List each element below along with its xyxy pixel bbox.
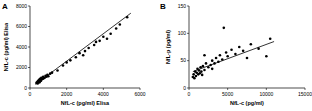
y-tick — [28, 67, 30, 68]
point — [234, 53, 237, 56]
point — [95, 41, 98, 44]
x-tick — [266, 88, 267, 90]
x-tick — [30, 88, 31, 90]
point — [192, 73, 195, 76]
x-tick — [227, 88, 228, 90]
plot-area — [35, 13, 131, 85]
x-tick — [189, 88, 190, 90]
x-tick — [103, 88, 104, 90]
x-tick — [305, 88, 306, 90]
point — [98, 40, 101, 43]
panel: A 0 2000 4000 6000 0 2000 4000 6000 8000 NfL-c (pg… — [2, 2, 146, 106]
y-axis-title: NfL-p (pg/ml) — [165, 30, 171, 64]
point — [200, 70, 203, 73]
point — [201, 74, 204, 77]
fit-line — [36, 13, 131, 84]
x-tick-label: 10000 — [259, 91, 273, 97]
point — [119, 23, 122, 26]
point — [265, 55, 268, 58]
x-tick-label: 2000 — [61, 91, 72, 97]
point — [87, 47, 90, 50]
y-tick-label: 150 — [178, 3, 187, 9]
y-tick-label: 100 — [178, 30, 187, 36]
x-tick-label: 4000 — [98, 91, 109, 97]
x-tick — [140, 88, 141, 90]
y-tick — [187, 88, 189, 89]
point — [215, 57, 218, 60]
y-tick-label: 50 — [180, 57, 186, 63]
point — [202, 65, 205, 68]
x-axis — [30, 88, 140, 89]
point — [193, 77, 196, 80]
y-tick-label: 6000 — [16, 23, 27, 29]
point — [195, 75, 198, 78]
x-axis-title: NfL-c (pg/ml) Elisa — [61, 100, 110, 106]
point — [250, 43, 253, 46]
point — [109, 32, 112, 35]
y-tick — [187, 33, 189, 34]
y-tick-label: 0 — [183, 85, 186, 91]
y-tick — [28, 26, 30, 27]
point — [230, 48, 233, 51]
point — [205, 62, 208, 65]
point — [82, 54, 85, 57]
panel-label: A — [2, 2, 8, 11]
y-tick — [28, 88, 30, 89]
point — [203, 69, 206, 72]
panel: B 0 5000 10000 15000 0 50 100 150 NfL-c (pg/ml) Nf… — [160, 2, 312, 106]
point — [75, 56, 78, 59]
x-axis — [189, 88, 305, 89]
point — [219, 54, 222, 57]
point — [115, 27, 118, 30]
y-tick-label: 8000 — [16, 3, 27, 9]
x-tick-label: 5000 — [222, 91, 233, 97]
fit-line — [193, 42, 274, 72]
y-tick-label: 2000 — [16, 64, 27, 70]
point — [246, 57, 249, 60]
y-tick-label: 4000 — [16, 44, 27, 50]
figure: A 0 2000 4000 6000 0 2000 4000 6000 8000 NfL-c (pg… — [0, 0, 312, 111]
y-tick — [187, 6, 189, 7]
point — [226, 55, 229, 58]
point — [211, 68, 214, 71]
point — [225, 51, 228, 54]
x-tick-label: 15000 — [298, 91, 312, 97]
point — [269, 38, 272, 41]
y-axis-title: NfL-c (pg/ml) Elisa — [3, 22, 9, 71]
point — [211, 59, 214, 62]
point — [223, 27, 226, 30]
x-axis-title: NfL-c (pg/ml) — [230, 100, 264, 106]
point — [84, 50, 87, 53]
x-tick-label: 6000 — [134, 91, 145, 97]
point — [203, 54, 206, 57]
x-tick-label: 0 — [188, 91, 191, 97]
y-tick-label: 0 — [24, 85, 27, 91]
y-tick — [28, 47, 30, 48]
point — [238, 46, 241, 49]
point — [106, 38, 109, 41]
plot-area — [192, 27, 275, 80]
point — [242, 50, 245, 53]
x-tick — [66, 88, 67, 90]
panel-label: B — [160, 2, 166, 11]
point — [56, 69, 59, 72]
point — [102, 35, 105, 38]
y-axis — [189, 6, 190, 88]
y-tick — [187, 60, 189, 61]
y-tick — [28, 6, 30, 7]
point — [93, 44, 96, 47]
x-tick-label: 0 — [29, 91, 32, 97]
